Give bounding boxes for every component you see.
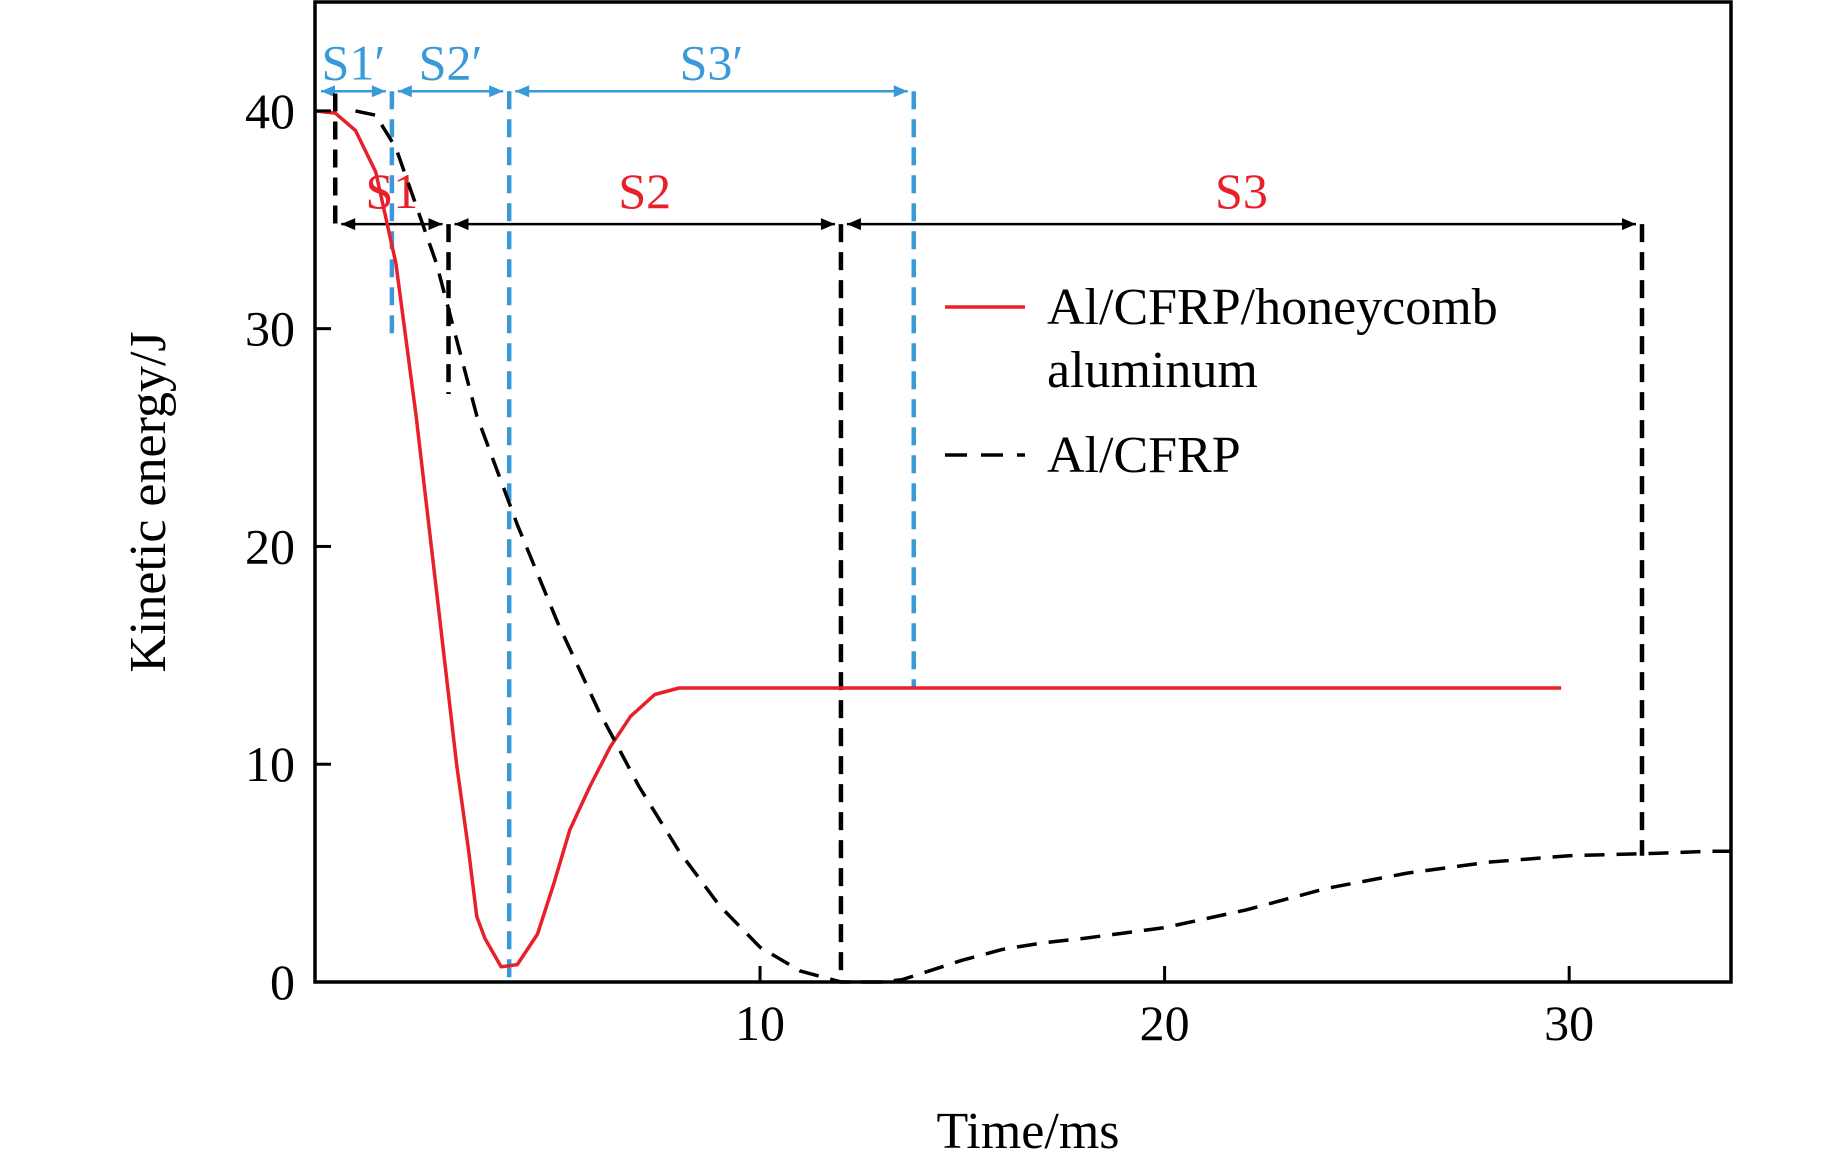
alcfrp-arrow-head-left [341,218,356,231]
series-line-honeycomb [314,109,1562,969]
x-tick-label: 10 [735,995,785,1051]
alcfrp-arrow-head-right [820,218,835,231]
alcfrp-stage-label: S2 [618,163,671,219]
alcfrp-arrow-head-right [1621,218,1636,231]
y-axis-title: Kinetic energy/J [120,331,177,672]
honeycomb-arrow-head-left [397,85,412,98]
y-tick-label: 10 [245,736,295,792]
alcfrp-stage-label: S3 [1215,163,1268,219]
axis-layer [313,0,1733,984]
alcfrp-arrow-head-right [428,218,443,231]
honeycomb-stage-label: S3′ [680,34,744,90]
alcfrp-arrow-head-left [846,218,861,231]
x-axis-title: Time/ms [936,1103,1119,1160]
y-tick-label: 20 [245,518,295,574]
series-line-alcfrp [355,109,1731,984]
alcfrp-arrow-head-left [454,218,469,231]
honeycomb-arrow-head-right [489,85,504,98]
legend-label-cont: aluminum [1047,342,1258,399]
legend-label: Al/CFRP/honeycomb [1047,279,1498,336]
honeycomb-arrow-head-left [515,85,530,98]
tick-layer: 10 20 30 0 10 20 30 40 [245,83,1594,1051]
x-tick-label: 20 [1140,995,1190,1051]
y-tick-label: 40 [245,83,295,139]
plot-frame [313,0,1733,984]
honeycomb-stage-label: S2′ [419,34,483,90]
legend: Al/CFRP/honeycomb aluminum Al/CFRP [945,279,1498,484]
legend-label: Al/CFRP [1047,427,1241,484]
series-layer [314,109,1731,984]
y-tick-label: 0 [270,954,295,1010]
honeycomb-stage-label: S1′ [322,34,386,90]
honeycomb-arrow-head-left [321,85,335,98]
y-tick-label: 30 [245,301,295,357]
honeycomb-arrow-head-right [893,85,908,98]
x-tick-label: 30 [1544,995,1594,1051]
honeycomb-arrow-head-right [371,85,386,98]
